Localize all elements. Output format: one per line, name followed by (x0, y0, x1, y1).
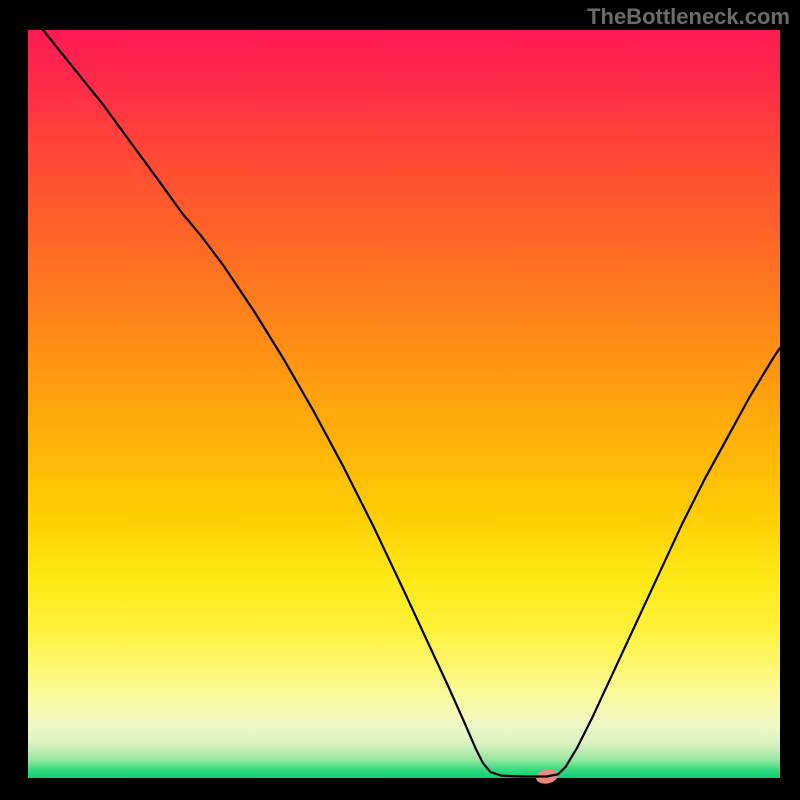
plot-background (28, 30, 780, 778)
chart-container: TheBottleneck.com (0, 0, 800, 800)
bottleneck-chart (0, 0, 800, 800)
watermark-text: TheBottleneck.com (587, 4, 790, 30)
